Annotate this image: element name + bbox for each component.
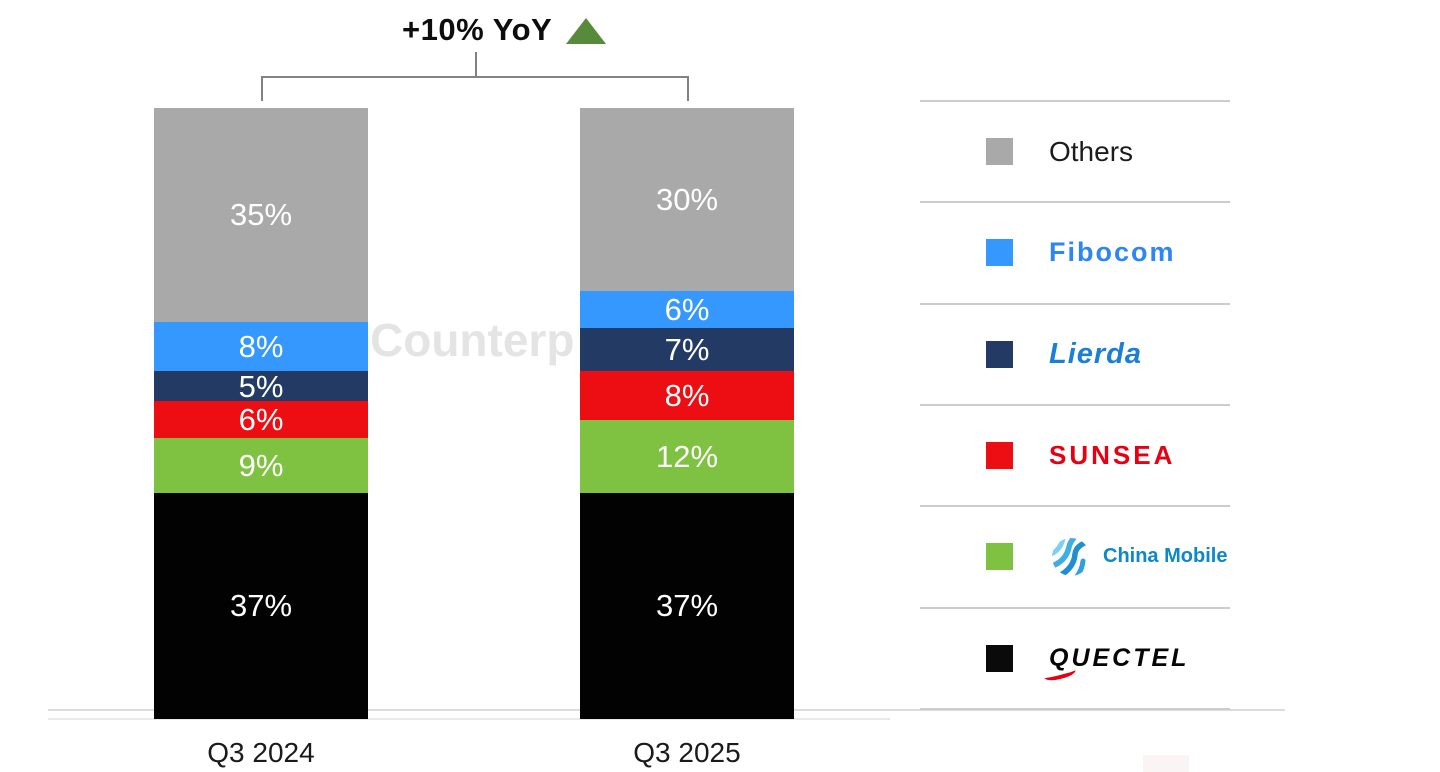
- segment-label: 37%: [655, 588, 719, 624]
- legend: Others Fibocom Lierda SUNSEA: [920, 100, 1230, 710]
- cropped-corner-artifact: [1143, 755, 1189, 772]
- legend-item-china-mobile: China Mobile: [920, 507, 1230, 609]
- bracket-left-tick: [261, 76, 263, 101]
- growth-up-triangle-icon: [566, 18, 607, 44]
- bar-segment-china-mobile: 12%: [580, 419, 794, 493]
- bracket-horizontal-line: [261, 76, 689, 78]
- bar-segment-quectel: 37%: [154, 492, 368, 719]
- china-mobile-logo-text: China Mobile: [1103, 545, 1228, 568]
- legend-item-lierda: Lierda: [920, 305, 1230, 406]
- sunsea-swatch-icon: [986, 442, 1013, 470]
- bracket-center-tick: [475, 52, 477, 76]
- quectel-swatch-icon: [986, 644, 1013, 672]
- quectel-logo-text: QUECTEL: [1049, 643, 1190, 672]
- others-swatch-icon: [986, 138, 1013, 166]
- yoy-label: +10% YoY: [402, 12, 553, 47]
- bar-segment-quectel: 37%: [580, 492, 794, 719]
- bar-segment-others: 35%: [154, 108, 368, 322]
- segment-label: 8%: [238, 328, 284, 364]
- bar-segment-sunsea: 8%: [580, 370, 794, 420]
- fibocom-logo: Fibocom: [1049, 237, 1176, 268]
- legend-label: Others: [1049, 135, 1134, 167]
- segment-label: 37%: [229, 588, 293, 624]
- china-mobile-logo: China Mobile: [1049, 535, 1227, 579]
- china-mobile-swatch-icon: [986, 543, 1013, 571]
- segment-label: 8%: [664, 377, 710, 413]
- quectel-logo: QUECTEL: [1043, 643, 1190, 683]
- stacked-bar-q3-2024: 35% 8% 5% 6% 9% 37%: [154, 108, 368, 719]
- segment-label: 35%: [229, 197, 293, 233]
- segment-label: 9%: [238, 447, 284, 483]
- legend-item-others: Others: [920, 102, 1230, 204]
- segment-label: 6%: [238, 402, 284, 438]
- bar-segment-china-mobile: 9%: [154, 437, 368, 493]
- counterpoint-watermark: Counterp: [370, 314, 575, 366]
- segment-label: 7%: [664, 331, 710, 367]
- legend-item-quectel: QUECTEL: [920, 609, 1230, 710]
- bar-segment-lierda: 7%: [580, 327, 794, 371]
- bar-segment-lierda: 5%: [154, 371, 368, 402]
- x-axis-label-q3-2024: Q3 2024: [207, 737, 315, 768]
- bar-segment-fibocom: 6%: [580, 291, 794, 328]
- bar-segment-others: 30%: [580, 108, 794, 292]
- legend-item-sunsea: SUNSEA: [920, 406, 1230, 508]
- segment-label: 30%: [655, 182, 719, 218]
- sunsea-logo: SUNSEA: [1049, 440, 1176, 471]
- segment-label: 6%: [664, 292, 710, 328]
- lierda-logo: Lierda: [1049, 337, 1143, 370]
- stacked-bar-q3-2025: 30% 6% 7% 8% 12% 37%: [580, 108, 794, 719]
- bar-segment-fibocom: 8%: [154, 321, 368, 371]
- lierda-swatch-icon: [986, 340, 1013, 368]
- yoy-annotation: +10% YoY: [402, 12, 607, 48]
- legend-item-fibocom: Fibocom: [920, 203, 1230, 305]
- segment-label: 12%: [655, 438, 719, 474]
- axis-baseline-shadow: [48, 718, 890, 720]
- fibocom-swatch-icon: [986, 239, 1013, 267]
- x-axis-label-q3-2025: Q3 2025: [633, 737, 741, 768]
- bracket-right-tick: [687, 76, 689, 101]
- china-mobile-globe-icon: [1052, 537, 1090, 576]
- bar-segment-sunsea: 6%: [154, 401, 368, 438]
- segment-label: 5%: [238, 368, 284, 404]
